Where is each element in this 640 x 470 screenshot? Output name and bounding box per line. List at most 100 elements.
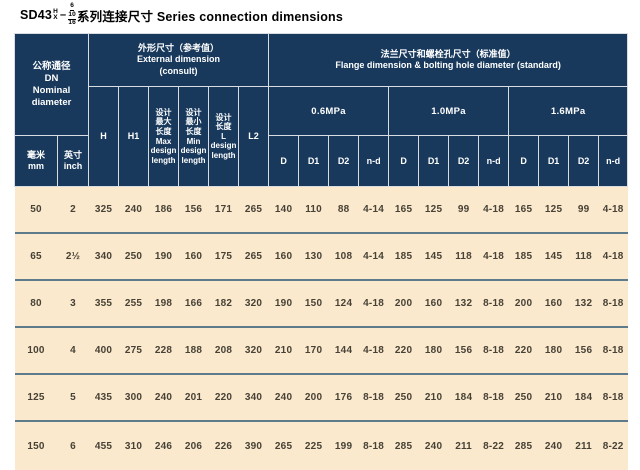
- table-cell: 210: [539, 374, 569, 421]
- table-cell: 226: [209, 421, 239, 470]
- table-cell: 390: [239, 421, 269, 470]
- header-d1-10: D1: [419, 136, 449, 187]
- table-cell: 180: [539, 327, 569, 374]
- page-title: SD43 H X – 6 10 16 系列连接尺寸 Series connect…: [20, 2, 343, 28]
- table-cell: 4-18: [479, 187, 509, 234]
- header-d2-16: D2: [569, 136, 599, 187]
- table-cell: 285: [389, 421, 419, 470]
- table-cell: 310: [119, 421, 149, 470]
- table-cell: 8-18: [359, 374, 389, 421]
- table-cell: 190: [149, 233, 179, 280]
- table-cell: 150: [15, 421, 58, 470]
- table-cell: 199: [329, 421, 359, 470]
- header-external-dimension: 外形尺寸（参考值） External dimension (consult): [89, 34, 269, 87]
- table-cell: 180: [419, 327, 449, 374]
- table-cell: 8-18: [479, 327, 509, 374]
- table-cell: 250: [119, 233, 149, 280]
- header-l2: L2: [239, 87, 269, 187]
- table-cell: 8-22: [599, 421, 628, 470]
- table-cell: 200: [509, 280, 539, 327]
- table-cell: 110: [299, 187, 329, 234]
- table-cell: 125: [419, 187, 449, 234]
- table-cell: 108: [329, 233, 359, 280]
- table-cell: 265: [269, 421, 299, 470]
- table-cell: 3: [58, 280, 89, 327]
- table-cell: 156: [569, 327, 599, 374]
- header-1-0mpa: 1.0MPa: [389, 87, 509, 136]
- table-cell: 340: [89, 233, 119, 280]
- header-1-6mpa: 1.6MPa: [509, 87, 628, 136]
- table-cell: 225: [299, 421, 329, 470]
- table-cell: 240: [119, 187, 149, 234]
- header-nd-06: n-d: [359, 136, 389, 187]
- header-inch: 英寸 inch: [58, 136, 89, 187]
- table-cell: 156: [449, 327, 479, 374]
- table-cell: 160: [419, 280, 449, 327]
- table-cell: 200: [299, 374, 329, 421]
- table-cell: 250: [509, 374, 539, 421]
- table-cell: 8-18: [479, 280, 509, 327]
- table-cell: 8-22: [479, 421, 509, 470]
- title-dash: –: [60, 9, 66, 21]
- table-cell: 240: [269, 374, 299, 421]
- table-cell: 240: [149, 374, 179, 421]
- table-cell: 240: [539, 421, 569, 470]
- table-cell: 185: [509, 233, 539, 280]
- table-cell: 206: [179, 421, 209, 470]
- table-cell: 182: [209, 280, 239, 327]
- header-d-16: D: [509, 136, 539, 187]
- header-d2-06: D2: [329, 136, 359, 187]
- table-cell: 320: [239, 327, 269, 374]
- table-cell: 4-14: [359, 187, 389, 234]
- title-model: SD43: [20, 8, 52, 22]
- table-cell: 165: [389, 187, 419, 234]
- table-cell: 140: [269, 187, 299, 234]
- header-nd-16: n-d: [599, 136, 628, 187]
- header-nominal-diameter: 公称通径 DN Nominal diameter: [15, 34, 89, 136]
- table-cell: 246: [149, 421, 179, 470]
- table-cell: 185: [389, 233, 419, 280]
- table-cell: 265: [239, 233, 269, 280]
- table-cell: 250: [389, 374, 419, 421]
- table-cell: 285: [509, 421, 539, 470]
- header-mm: 毫米 mm: [15, 136, 58, 187]
- table-cell: 99: [569, 187, 599, 234]
- table-cell: 184: [569, 374, 599, 421]
- table-header: 公称通径 DN Nominal diameter 外形尺寸（参考值） Exter…: [15, 34, 628, 187]
- table-cell: 4-18: [599, 187, 628, 234]
- table-cell: 160: [179, 233, 209, 280]
- table-cell: 186: [149, 187, 179, 234]
- table-cell: 8-18: [479, 374, 509, 421]
- table-cell: 132: [449, 280, 479, 327]
- table-cell: 88: [329, 187, 359, 234]
- table-cell: 8-18: [359, 421, 389, 470]
- header-row-1: 公称通径 DN Nominal diameter 外形尺寸（参考值） Exter…: [15, 34, 628, 87]
- table-cell: 400: [89, 327, 119, 374]
- table-cell: 8-18: [599, 374, 628, 421]
- table-cell: 220: [509, 327, 539, 374]
- header-d1-06: D1: [299, 136, 329, 187]
- table-cell: 220: [209, 374, 239, 421]
- table-cell: 2: [58, 187, 89, 234]
- table-cell: 132: [569, 280, 599, 327]
- table-cell: 100: [15, 327, 58, 374]
- table-cell: 184: [449, 374, 479, 421]
- table-cell: 200: [389, 280, 419, 327]
- table-cell: 8-18: [599, 327, 628, 374]
- table-cell: 300: [119, 374, 149, 421]
- table-cell: 275: [119, 327, 149, 374]
- table-cell: 220: [389, 327, 419, 374]
- table-cell: 125: [539, 187, 569, 234]
- table-cell: 175: [209, 233, 239, 280]
- header-d-10: D: [389, 136, 419, 187]
- table-cell: 125: [15, 374, 58, 421]
- table-cell: 4-18: [599, 233, 628, 280]
- table-cell: 455: [89, 421, 119, 470]
- table-cell: 80: [15, 280, 58, 327]
- header-0-6mpa: 0.6MPa: [269, 87, 389, 136]
- table-cell: 228: [149, 327, 179, 374]
- table-cell: 4: [58, 327, 89, 374]
